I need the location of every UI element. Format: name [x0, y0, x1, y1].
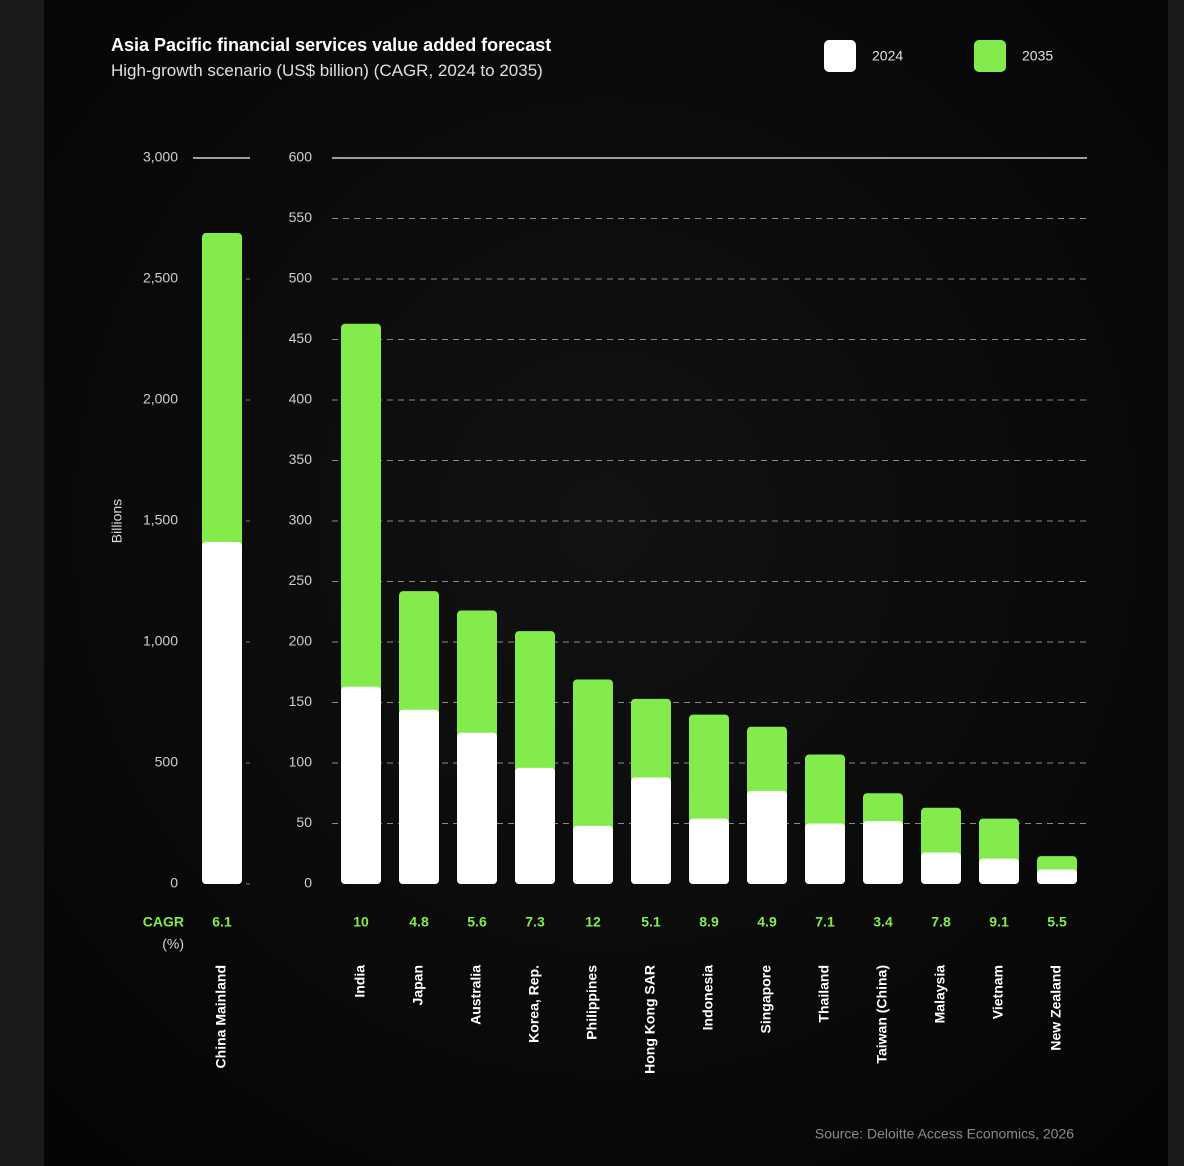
bar	[202, 542, 242, 884]
bar	[805, 823, 845, 884]
x-tick-label: Korea, Rep.	[526, 965, 542, 1043]
y-axis-label: Billions	[109, 499, 125, 543]
legend-label: 2024	[872, 48, 903, 64]
bar	[457, 732, 497, 884]
y-tick-label: 350	[289, 451, 313, 467]
y-tick-label: 200	[289, 633, 313, 649]
cagr-value: 5.6	[467, 914, 487, 930]
cagr-value: 10	[353, 914, 369, 930]
cagr-value: 4.8	[409, 914, 429, 930]
bar	[689, 818, 729, 884]
cagr-value: 7.3	[525, 914, 545, 930]
cagr-value: 12	[585, 914, 601, 930]
cagr-unit: (%)	[162, 936, 184, 952]
bar	[399, 709, 439, 884]
y-tick-label: 2,000	[143, 391, 178, 407]
cagr-value: 7.1	[815, 914, 835, 930]
y-tick-label: 300	[289, 512, 313, 528]
cagr-label: CAGR	[143, 914, 184, 930]
cagr-value: 7.8	[931, 914, 951, 930]
cagr-value: 5.5	[1047, 914, 1067, 930]
bar	[921, 852, 961, 884]
legend-label: 2035	[1022, 48, 1053, 64]
x-tick-label: Philippines	[584, 965, 600, 1040]
cagr-value: 5.1	[641, 914, 661, 930]
cagr-value: 6.1	[212, 914, 232, 930]
cagr-value: 4.9	[757, 914, 777, 930]
x-tick-label: Indonesia	[700, 965, 716, 1031]
y-tick-label: 50	[296, 814, 312, 830]
y-tick-label: 0	[304, 875, 312, 891]
y-tick-label: 250	[289, 572, 313, 588]
y-tick-label: 550	[289, 209, 313, 225]
y-tick-label: 400	[289, 391, 313, 407]
cagr-value: 9.1	[989, 914, 1009, 930]
x-tick-label: Japan	[410, 965, 426, 1005]
chart-subtitle: High-growth scenario (US$ billion) (CAGR…	[111, 61, 543, 80]
y-tick-label: 0	[170, 875, 178, 891]
y-tick-label: 1,000	[143, 633, 178, 649]
x-tick-label: China Mainland	[213, 965, 229, 1068]
x-tick-label: Australia	[468, 965, 484, 1025]
cagr-value: 8.9	[699, 914, 719, 930]
x-tick-label: Singapore	[758, 965, 774, 1034]
chart-title: Asia Pacific financial services value ad…	[111, 35, 551, 55]
x-tick-label: Hong Kong SAR	[642, 965, 658, 1074]
y-tick-label: 3,000	[143, 149, 178, 165]
bar	[573, 825, 613, 884]
legend-swatch	[824, 40, 856, 72]
source-note: Source: Deloitte Access Economics, 2026	[815, 1126, 1074, 1142]
bar	[631, 777, 671, 884]
y-tick-label: 500	[289, 270, 313, 286]
x-tick-label: Taiwan (China)	[874, 965, 890, 1064]
x-tick-label: India	[352, 965, 368, 998]
x-tick-label: New Zealand	[1048, 965, 1064, 1051]
x-tick-label: Thailand	[816, 965, 832, 1023]
y-tick-label: 150	[289, 693, 313, 709]
bar	[863, 821, 903, 884]
y-tick-label: 2,500	[143, 270, 178, 286]
cagr-value: 3.4	[873, 914, 893, 930]
y-tick-label: 600	[289, 149, 313, 165]
y-tick-label: 500	[155, 754, 179, 770]
bar	[1037, 869, 1077, 884]
x-tick-label: Malaysia	[932, 965, 948, 1024]
y-tick-label: 450	[289, 330, 313, 346]
x-tick-label: Vietnam	[990, 965, 1006, 1019]
legend-swatch	[974, 40, 1006, 72]
y-tick-label: 100	[289, 754, 313, 770]
bar	[515, 767, 555, 884]
bar	[747, 790, 787, 884]
bar	[341, 686, 381, 884]
y-tick-label: 1,500	[143, 512, 178, 528]
bar	[979, 858, 1019, 884]
